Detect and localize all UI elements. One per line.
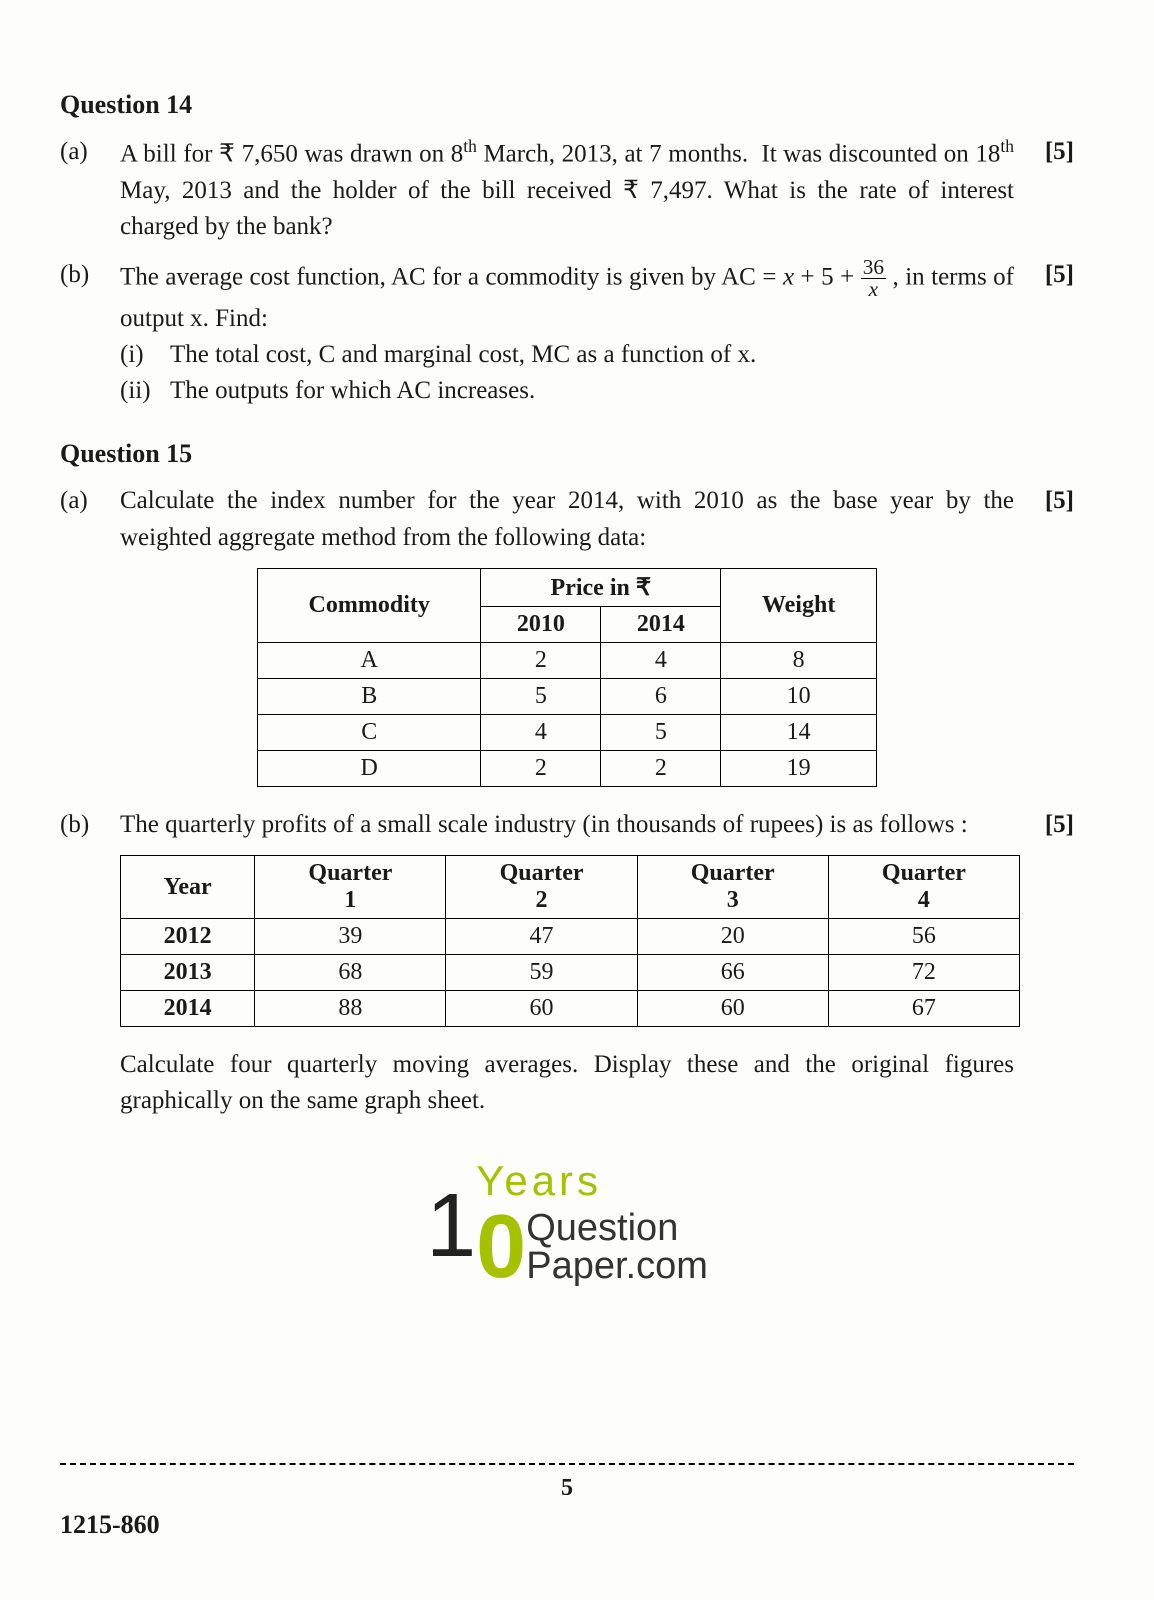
page-number: 5 (60, 1475, 1074, 1502)
logo-paper: Paper.com (526, 1245, 708, 1287)
q15-part-b: (b) The quarterly profits of a small sca… (60, 807, 1074, 843)
part-text: Calculate the index number for the year … (120, 483, 1014, 556)
fraction: 36x (861, 257, 886, 301)
part-label: (b) (60, 257, 120, 293)
paper-code: 1215-860 (60, 1510, 1074, 1540)
logo-zero: 0 (476, 1202, 526, 1292)
table-row: B5610 (258, 678, 877, 714)
th-q3: Quarter3 (637, 856, 828, 919)
quarterly-profits-table: Year Quarter1 Quarter2 Quarter3 Quarter4… (120, 855, 1020, 1027)
th-price: Price in ₹ (481, 568, 721, 606)
th-q4: Quarter4 (828, 856, 1019, 919)
part-text: The average cost function, AC for a comm… (120, 257, 1014, 409)
text-pre: The average cost function, AC for a comm… (120, 264, 783, 291)
question-15-title: Question 15 (60, 439, 1074, 469)
q15-part-a: (a) Calculate the index number for the y… (60, 483, 1074, 556)
table-row: D2219 (258, 750, 877, 786)
watermark-logo: 1 Years 0 Question Paper.com (60, 1160, 1074, 1292)
exam-page: Question 14 (a) A bill for ₹ 7,650 was d… (0, 0, 1154, 1600)
th-2010: 2010 (481, 606, 601, 642)
part-marks: [5] (1014, 257, 1074, 293)
table-row: C4514 (258, 714, 877, 750)
index-number-table: Commodity Price in ₹ Weight 2010 2014 A2… (257, 568, 877, 787)
th-year: Year (121, 856, 255, 919)
part-text: The quarterly profits of a small scale i… (120, 807, 1014, 843)
th-q2: Quarter2 (446, 856, 637, 919)
part-label: (a) (60, 134, 120, 170)
table-row: 201488606067 (121, 991, 1020, 1027)
q14-part-a: (a) A bill for ₹ 7,650 was drawn on 8th … (60, 134, 1074, 245)
part-label: (a) (60, 483, 120, 519)
table-row: A248 (258, 642, 877, 678)
formula-var: x (783, 264, 794, 291)
footer-divider (60, 1463, 1074, 1465)
after-text: Calculate four quarterly moving averages… (120, 1047, 1014, 1120)
table-row: 201368596672 (121, 955, 1020, 991)
page-footer: 5 1215-860 (60, 1463, 1074, 1540)
part-marks: [5] (1014, 483, 1074, 519)
logo-question: Question (526, 1207, 678, 1249)
th-q1: Quarter1 (255, 856, 446, 919)
th-weight: Weight (721, 568, 877, 642)
logo-one: 1 (426, 1181, 476, 1271)
q14-part-b: (b) The average cost function, AC for a … (60, 257, 1074, 409)
part-marks: [5] (1014, 134, 1074, 170)
table-row: 201239472056 (121, 919, 1020, 955)
part-marks: [5] (1014, 807, 1074, 843)
part-text: A bill for ₹ 7,650 was drawn on 8th Marc… (120, 134, 1014, 245)
sublist: (i)The total cost, C and marginal cost, … (120, 337, 1014, 410)
question-14-title: Question 14 (60, 90, 1074, 120)
part-label: (b) (60, 807, 120, 843)
th-2014: 2014 (601, 606, 721, 642)
q15-b-after: Calculate four quarterly moving averages… (60, 1047, 1074, 1120)
th-commodity: Commodity (258, 568, 481, 642)
